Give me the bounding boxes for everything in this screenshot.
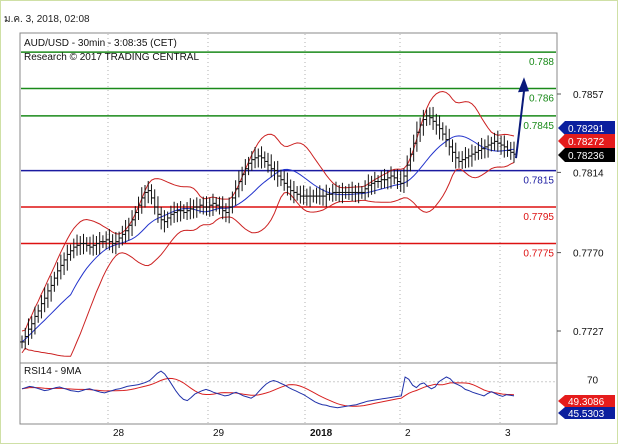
tag-label: 0.78291 (568, 124, 605, 135)
tag-label: 0.78272 (568, 137, 605, 148)
x-tick-label: 28 (113, 428, 125, 439)
rsi-lines (21, 370, 556, 409)
datestamp: ม.ค. 3, 2018, 02:08 (4, 14, 90, 25)
tag-box (558, 395, 615, 407)
arrow-shaft (515, 91, 525, 159)
x-tick-label: 2018 (310, 428, 333, 439)
rsi-tick-label: 70 (587, 376, 599, 387)
price-bars (20, 106, 516, 350)
price-tag-current: 0.78236 (558, 148, 615, 162)
level-label: 0.7775 (523, 248, 554, 259)
chart-title: AUD/USD - 30min - 3:08:35 (CET) (24, 38, 177, 49)
grid-layer (107, 34, 501, 423)
level-label: 0.786 (529, 94, 554, 105)
rsi-panel (19, 362, 558, 425)
level-label: 0.7795 (523, 212, 554, 223)
level-label: 0.788 (529, 57, 554, 68)
indicator-layer (21, 90, 515, 357)
price-tag-upper: 0.78291 (558, 121, 615, 135)
level-layer: 0.788 0.786 0.7845 0.7815 0.7795 0.7775 (21, 51, 556, 259)
tag-box (558, 121, 615, 135)
tag-box (558, 148, 615, 162)
level-label: 0.7815 (523, 176, 554, 187)
y-tick-label: 0.7727 (573, 327, 604, 338)
rsi-title: RSI14 - 9MA (24, 366, 82, 377)
tag-box (558, 134, 615, 148)
x-tick-label: 2 (405, 428, 411, 439)
y-tick-label: 0.7814 (573, 168, 604, 179)
tag-label: 45.5303 (568, 409, 605, 420)
bollinger-lower (21, 162, 515, 357)
tag-label: 49.3086 (568, 397, 605, 408)
price-panel (19, 32, 558, 364)
tag-box (558, 407, 615, 419)
rsi-moving-average (21, 377, 515, 407)
rsi-tag-middle: 49.3086 (558, 395, 615, 408)
copyright: Research © 2017 TRADING CENTRAL (24, 52, 199, 63)
axis-labels: 28 29 2018 2 3 0.7857 0.7814 0.7770 0.7727 70 (113, 90, 604, 439)
arrow-head (518, 77, 529, 93)
x-tick-label: 3 (505, 428, 511, 439)
forecast-arrow (515, 77, 529, 159)
rsi-tag-upper: 45.5303 (558, 407, 615, 420)
moving-average (21, 135, 515, 343)
rsi-line (21, 370, 515, 409)
bollinger-upper (21, 90, 515, 332)
x-tick-label: 29 (213, 428, 225, 439)
y-tick-label: 0.7770 (573, 249, 604, 260)
y-tick-label: 0.7857 (573, 90, 604, 101)
level-label: 0.7845 (523, 121, 554, 132)
tag-label: 0.78236 (568, 151, 605, 162)
price-tag-middle: 0.78272 (558, 134, 615, 148)
